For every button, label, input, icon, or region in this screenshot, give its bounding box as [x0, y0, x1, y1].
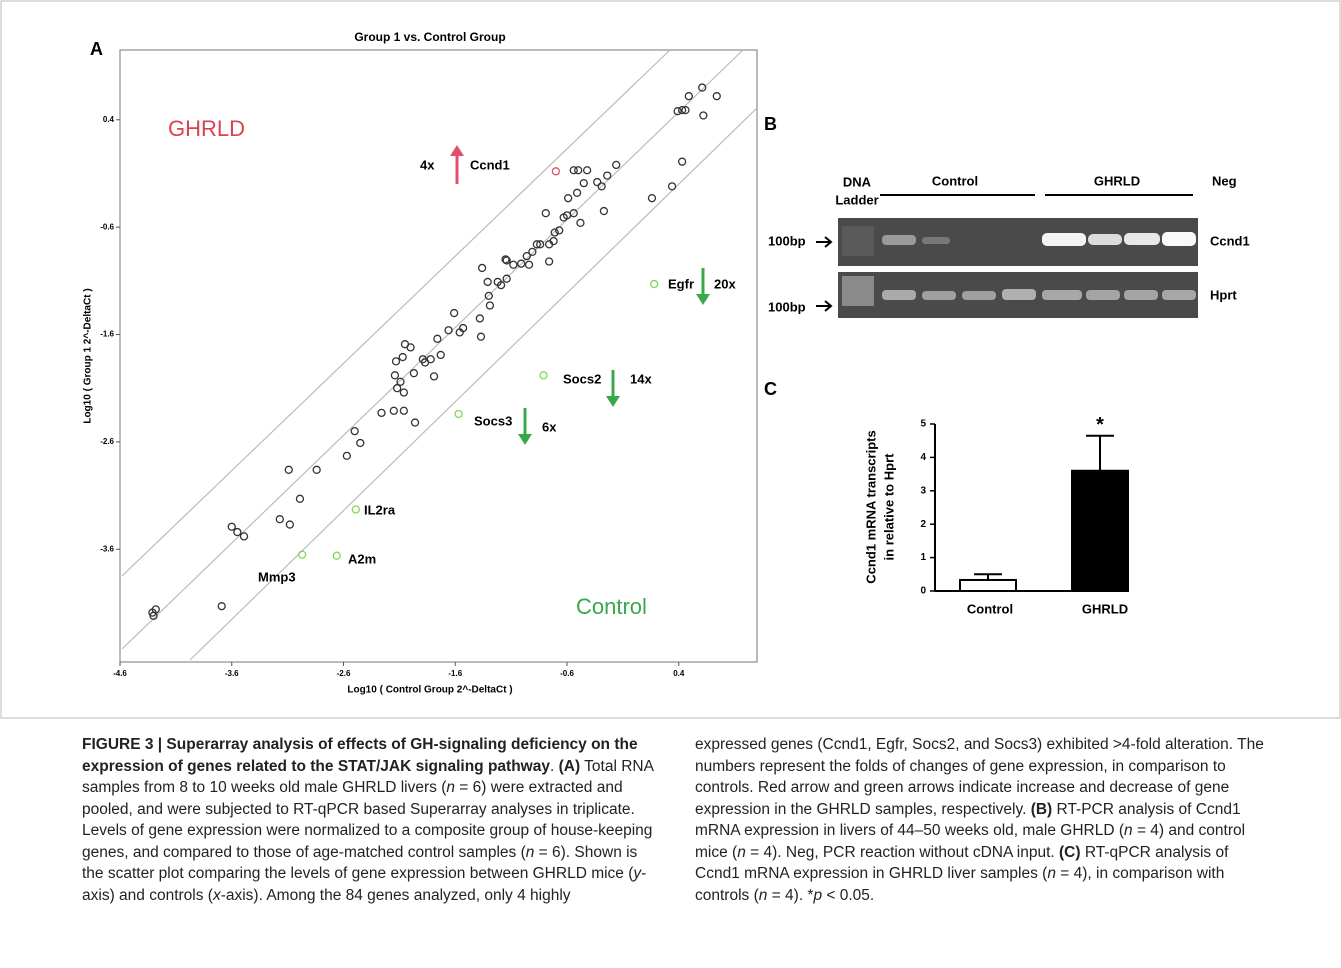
fold-label: 14x [630, 371, 652, 386]
caption-text: p [813, 887, 822, 904]
caption-text: = 4). Neg, PCR reaction without cDNA inp… [746, 844, 1059, 861]
caption-text: y [633, 865, 641, 882]
panel-label: C [764, 379, 777, 399]
gene-label: A2m [348, 551, 376, 566]
caption-text: (B) [1031, 801, 1053, 818]
arrow [816, 237, 831, 247]
fold-label: 6x [542, 419, 557, 434]
chart-title: Group 1 vs. Control Group [354, 30, 505, 44]
y-tick-label: -3.6 [100, 544, 114, 553]
x-tick-label: -2.6 [337, 669, 351, 678]
gel: DNA Ladder Control GHRLD Neg 100bp 100bp… [768, 173, 1250, 318]
fold-label: 20x [714, 276, 736, 291]
panel-label: A [90, 39, 103, 59]
scatter-plot: Group 1 vs. Control Group Log10 ( Contro… [83, 30, 757, 695]
band [1124, 290, 1158, 300]
ladder-label: DNA [843, 174, 872, 189]
y-axis-label: Log10 ( Group 1 2^-DeltaCt ) [83, 288, 94, 423]
band [962, 291, 996, 300]
figure: A B C Group 1 vs. Control Group Log10 ( … [0, 0, 1341, 720]
caption-text: n [737, 844, 746, 861]
y-tick-label: 0 [920, 586, 926, 597]
y-axis-label: in relative to Hprt [881, 453, 896, 561]
y-tick-label: 3 [920, 485, 926, 496]
y-tick-label: 5 [920, 419, 926, 430]
y-axis-label: Ccnd1 mRNA transcripts [863, 430, 878, 583]
band [922, 291, 956, 300]
caption-text: n [446, 779, 455, 796]
group-label: Control [932, 173, 978, 188]
y-tick-label: -1.6 [100, 330, 114, 339]
caption-text: < 0.05. [822, 887, 874, 904]
x-tick-label: GHRLD [1082, 601, 1128, 616]
y-tick-label: 1 [920, 552, 926, 563]
page: {"panel_labels": ["A", "B", "C"], "chart… [0, 0, 1341, 968]
y-tick-label: 0.4 [103, 115, 115, 124]
band [882, 235, 916, 245]
caption-text: (A) [559, 758, 581, 775]
size-marker: 100bp [768, 233, 806, 248]
band [1086, 290, 1120, 300]
band [882, 290, 916, 300]
x-tick-label: -1.6 [448, 669, 462, 678]
caption-text: n [1124, 822, 1133, 839]
group-label: Neg [1212, 173, 1237, 188]
caption-text: n [1047, 865, 1056, 882]
arrow [816, 301, 831, 311]
x-tick-label: 0.4 [673, 669, 685, 678]
band [922, 237, 950, 244]
significance-label: * [1096, 414, 1104, 436]
caption-text: (C) [1059, 844, 1081, 861]
gene-label: IL2ra [364, 502, 396, 517]
bar [1072, 471, 1128, 591]
bar [960, 580, 1016, 591]
group-label: GHRLD [1094, 173, 1140, 188]
band [1042, 233, 1086, 246]
caption-column: FIGURE 3 | Superarray analysis of effect… [82, 734, 657, 906]
panel-label: B [764, 114, 777, 134]
bar-chart: Ccnd1 mRNA transcripts in relative to Hp… [863, 414, 1128, 616]
x-tick-label: -3.6 [225, 669, 239, 678]
caption-text: . [550, 758, 559, 775]
band [1162, 290, 1196, 300]
group-label: GHRLD [168, 116, 245, 141]
ladder-lane [842, 226, 874, 256]
band [1124, 233, 1160, 245]
caption-column: expressed genes (Ccnd1, Egfr, Socs2, and… [695, 734, 1273, 906]
y-tick-label: 4 [920, 452, 926, 463]
plot-frame [120, 50, 757, 662]
y-tick-label: 2 [920, 519, 926, 530]
band [1162, 232, 1196, 246]
y-tick-label: -2.6 [100, 437, 114, 446]
gene-label: Socs2 [563, 371, 601, 386]
x-tick-label: Control [967, 601, 1013, 616]
gene-label: Ccnd1 [470, 157, 510, 172]
caption-text: x [213, 887, 221, 904]
group-label: Control [576, 594, 647, 619]
fold-label: 4x [420, 157, 435, 172]
band [1002, 289, 1036, 300]
caption-text: -axis). Among the 84 genes analyzed, onl… [221, 887, 571, 904]
x-axis-label: Log10 ( Control Group 2^-DeltaCt ) [347, 685, 512, 696]
x-tick-label: -0.6 [560, 669, 574, 678]
band [1088, 234, 1122, 245]
gene-label: Mmp3 [258, 569, 296, 584]
gene-label: Egfr [668, 276, 694, 291]
band [1042, 290, 1082, 300]
y-tick-label: -0.6 [100, 222, 114, 231]
gene-label: Ccnd1 [1210, 233, 1250, 248]
ladder-lane [842, 276, 874, 306]
size-marker: 100bp [768, 299, 806, 314]
x-tick-label: -4.6 [113, 669, 127, 678]
ladder-label: Ladder [835, 192, 878, 207]
caption-text: = 4). * [767, 887, 813, 904]
gene-label: Socs3 [474, 413, 512, 428]
gene-label: Hprt [1210, 287, 1237, 302]
